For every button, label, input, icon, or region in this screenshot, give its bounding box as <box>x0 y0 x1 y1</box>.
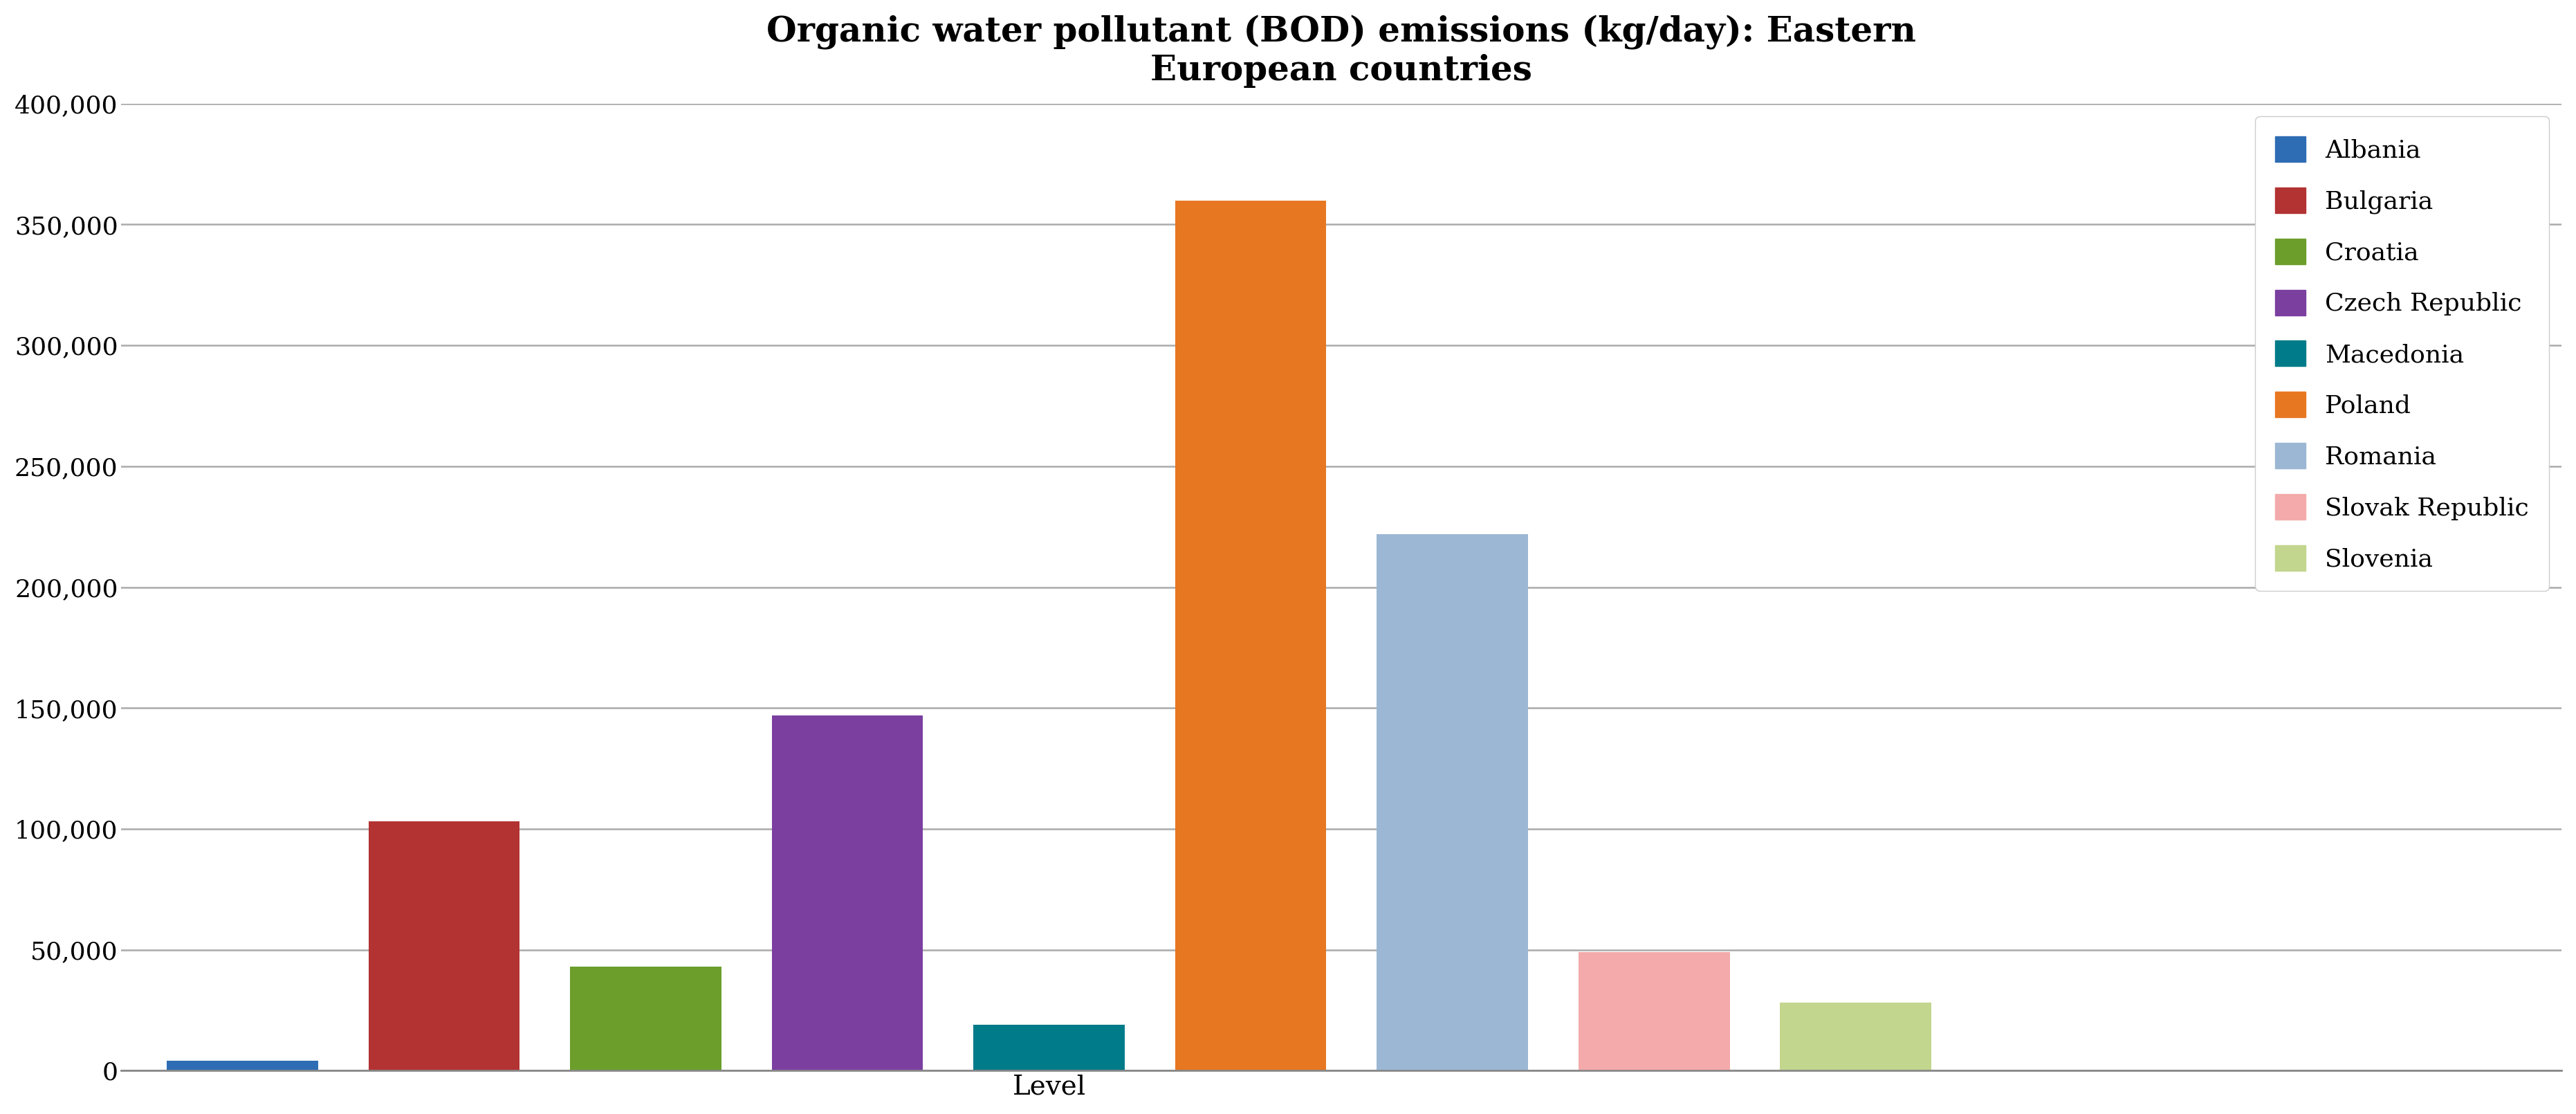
Bar <box>1780 1003 1932 1071</box>
Bar <box>1175 201 1327 1071</box>
Bar <box>773 715 922 1071</box>
Bar <box>368 822 520 1071</box>
Legend: Albania, Bulgaria, Croatia, Czech Republic, Macedonia, Poland, Romania, Slovak R: Albania, Bulgaria, Croatia, Czech Republ… <box>2254 116 2550 592</box>
Bar <box>1579 952 1728 1071</box>
Bar <box>167 1061 317 1071</box>
Title: Organic water pollutant (BOD) emissions (kg/day): Eastern
European countries: Organic water pollutant (BOD) emissions … <box>768 14 1917 88</box>
Bar <box>974 1025 1126 1071</box>
Bar <box>1376 534 1528 1071</box>
Bar <box>569 967 721 1071</box>
